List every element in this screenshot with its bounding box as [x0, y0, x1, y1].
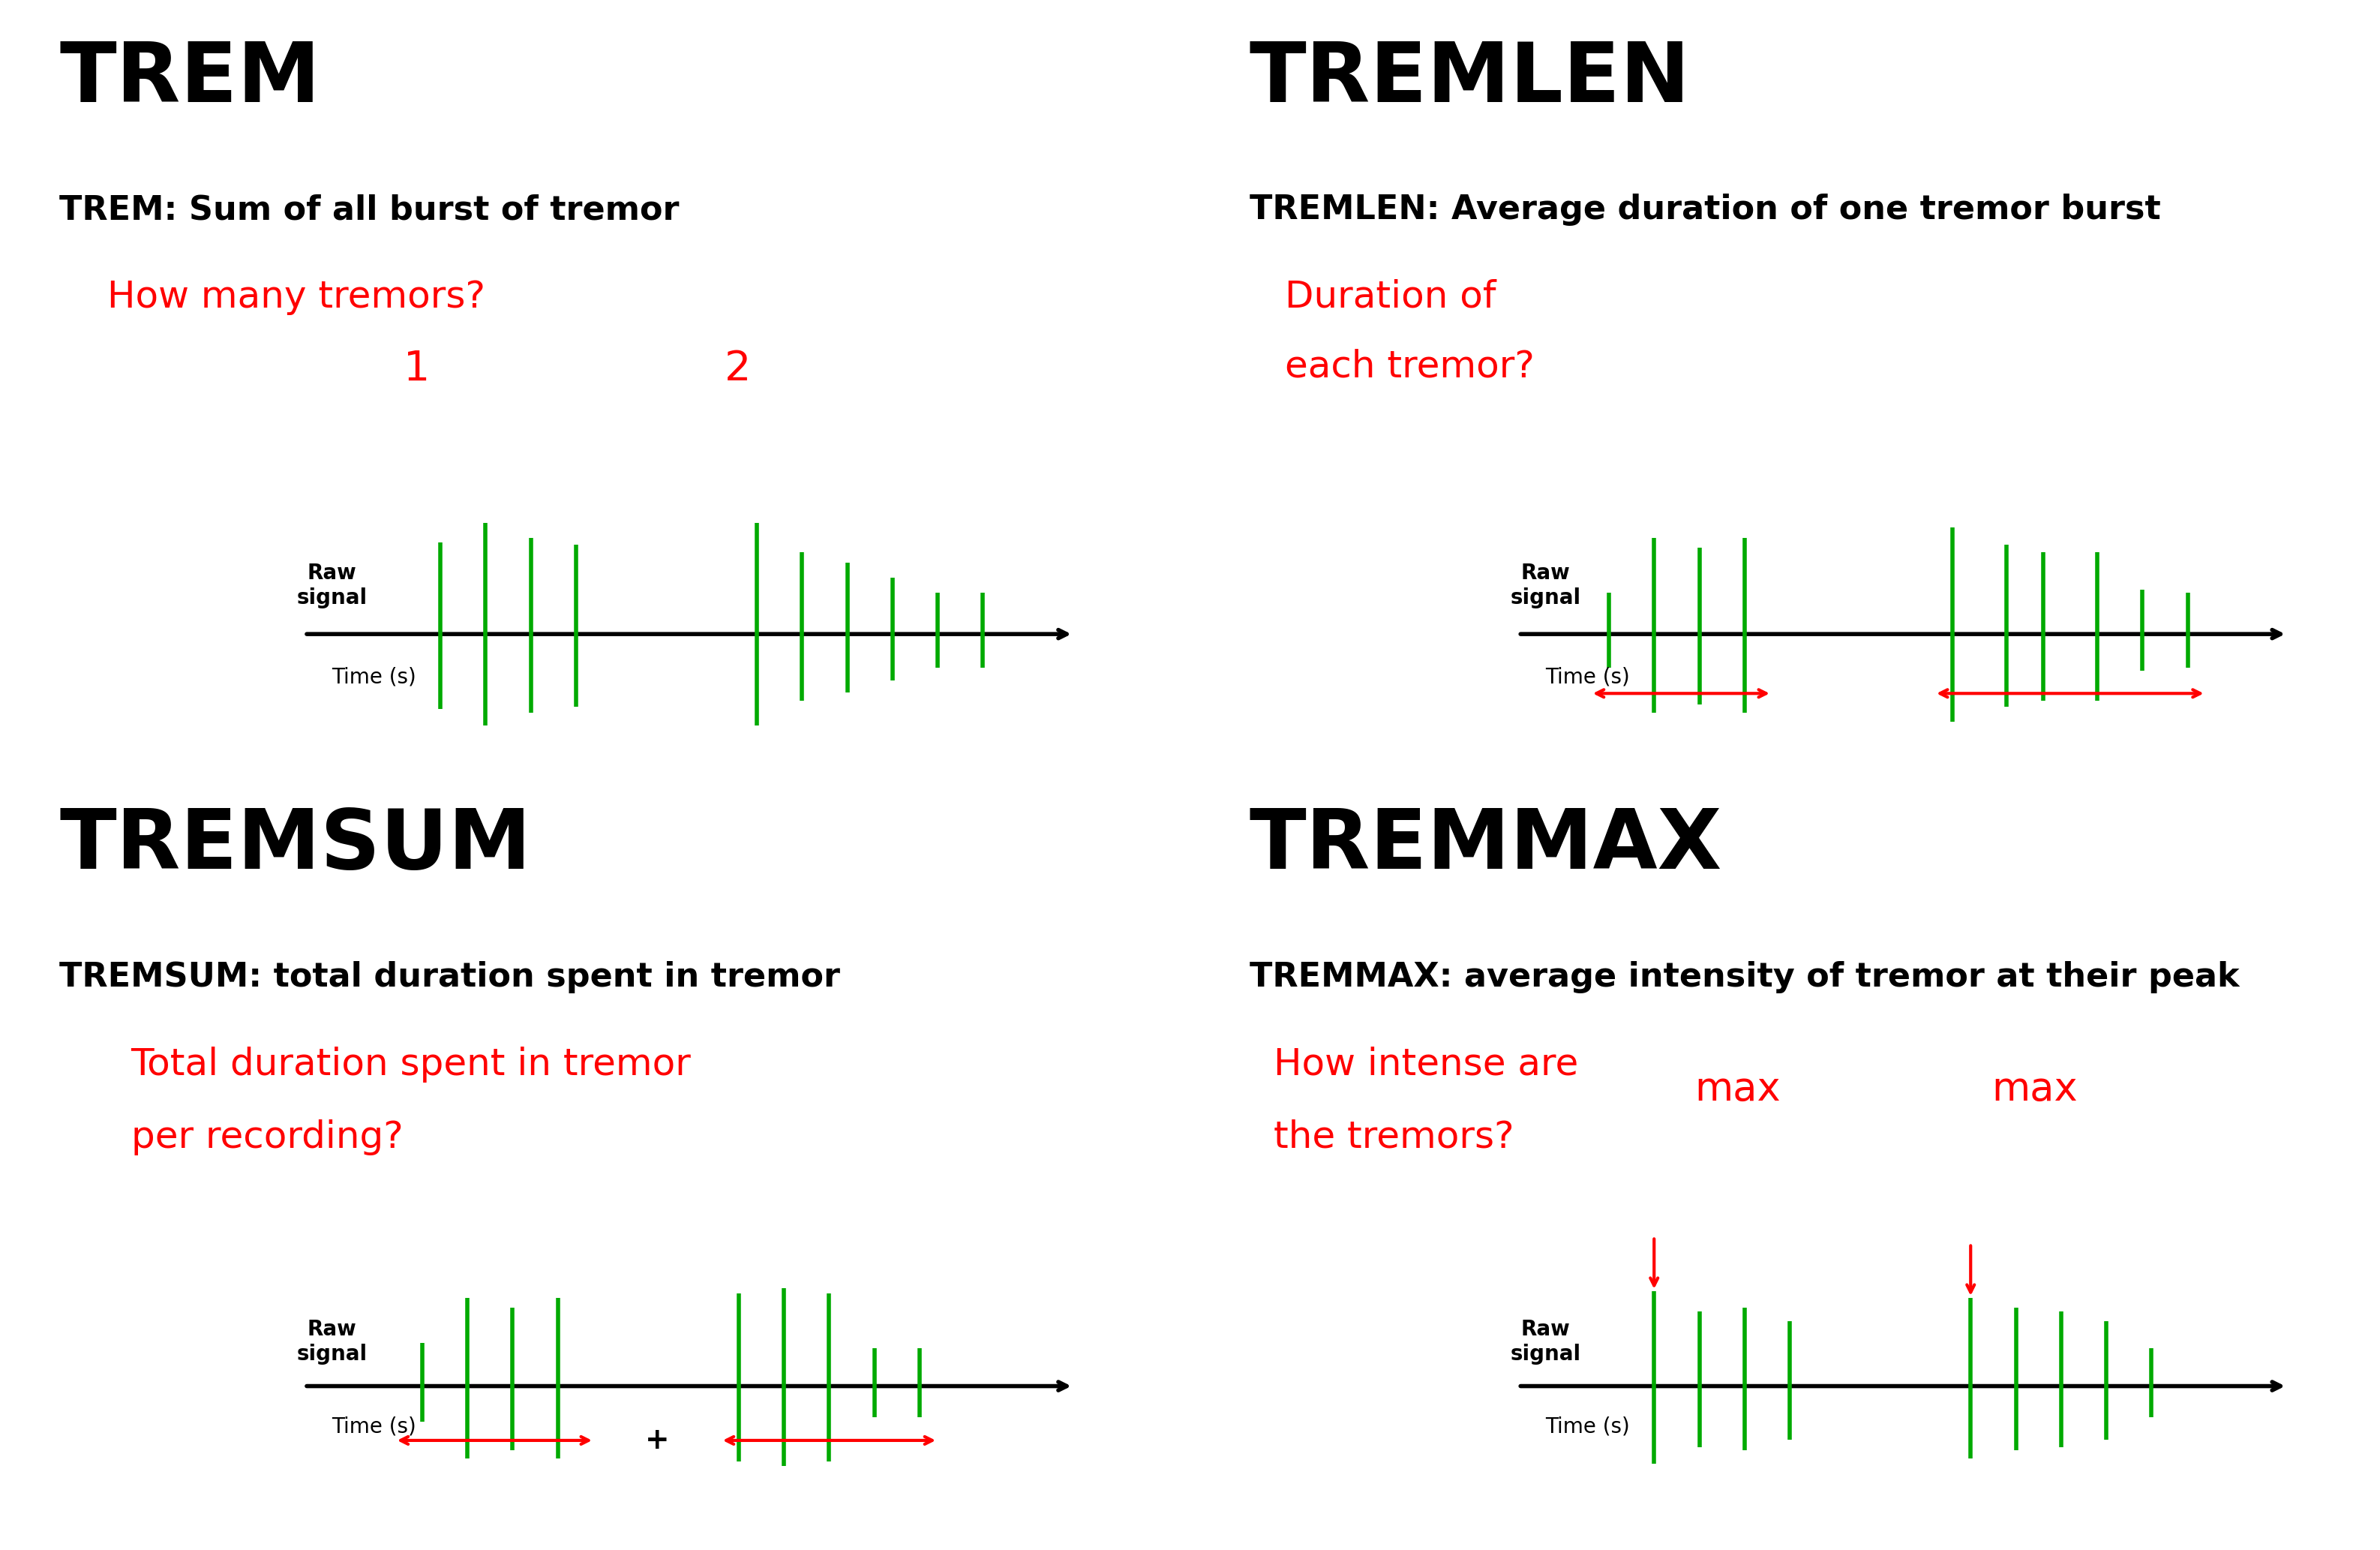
Text: Time (s): Time (s) — [1545, 666, 1630, 688]
Text: TREMSUM: TREMSUM — [60, 806, 531, 887]
Text: TREMMAX: TREMMAX — [1250, 806, 1723, 887]
Text: +: + — [645, 1426, 669, 1454]
Text: Raw
signal: Raw signal — [298, 563, 367, 608]
Text: 2: 2 — [724, 349, 752, 389]
Text: Raw
signal: Raw signal — [298, 1319, 367, 1364]
Text: Total duration spent in tremor: Total duration spent in tremor — [131, 1046, 690, 1082]
Text: per recording?: per recording? — [131, 1119, 402, 1155]
Text: Duration of: Duration of — [1285, 279, 1497, 315]
Text: Raw
signal: Raw signal — [1511, 1319, 1580, 1364]
Text: Time (s): Time (s) — [331, 666, 416, 688]
Text: Time (s): Time (s) — [331, 1415, 416, 1437]
Text: TREMLEN: Average duration of one tremor burst: TREMLEN: Average duration of one tremor … — [1250, 194, 2161, 226]
Text: max: max — [1992, 1070, 2078, 1108]
Text: each tremor?: each tremor? — [1285, 349, 1535, 384]
Text: Time (s): Time (s) — [1545, 1415, 1630, 1437]
Text: Raw
signal: Raw signal — [1511, 563, 1580, 608]
Text: How many tremors?: How many tremors? — [107, 279, 486, 315]
Text: 1: 1 — [402, 349, 431, 389]
Text: TREM: TREM — [60, 39, 321, 119]
Text: How intense are: How intense are — [1273, 1046, 1578, 1082]
Text: max: max — [1695, 1070, 1780, 1108]
Text: TREM: Sum of all burst of tremor: TREM: Sum of all burst of tremor — [60, 194, 678, 226]
Text: TREMMAX: average intensity of tremor at their peak: TREMMAX: average intensity of tremor at … — [1250, 961, 2240, 994]
Text: TREMLEN: TREMLEN — [1250, 39, 1690, 119]
Text: the tremors?: the tremors? — [1273, 1119, 1514, 1155]
Text: TREMSUM: total duration spent in tremor: TREMSUM: total duration spent in tremor — [60, 961, 840, 994]
